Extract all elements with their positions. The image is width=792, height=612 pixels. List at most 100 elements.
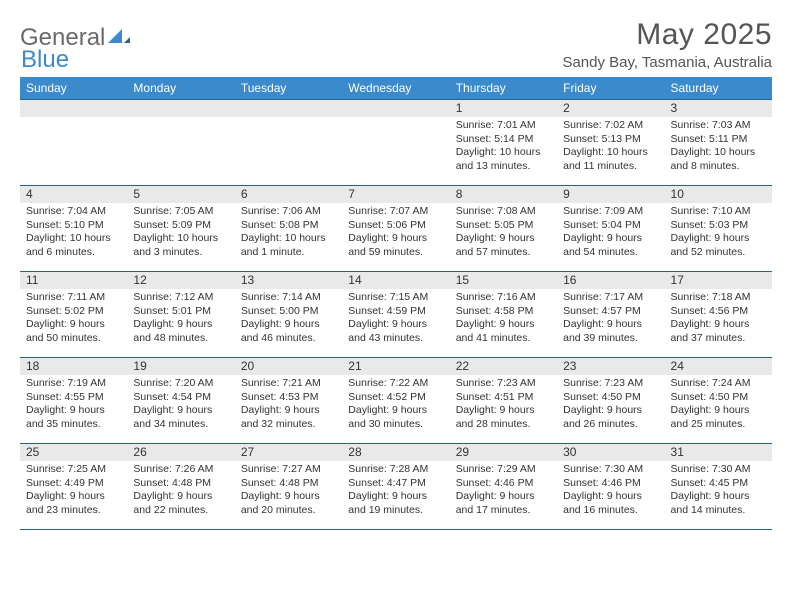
day-details: Sunrise: 7:18 AMSunset: 4:56 PMDaylight:…: [665, 289, 772, 348]
sunrise-line: Sunrise: 7:30 AM: [563, 463, 658, 477]
day-number: 22: [450, 357, 557, 375]
calendar-day-cell: 18Sunrise: 7:19 AMSunset: 4:55 PMDayligh…: [20, 357, 127, 443]
day-details: Sunrise: 7:22 AMSunset: 4:52 PMDaylight:…: [342, 375, 449, 434]
day-details: Sunrise: 7:28 AMSunset: 4:47 PMDaylight:…: [342, 461, 449, 520]
title-block: May 2025 Sandy Bay, Tasmania, Australia: [562, 18, 772, 71]
day-details: Sunrise: 7:06 AMSunset: 5:08 PMDaylight:…: [235, 203, 342, 262]
header: General May 2025 Sandy Bay, Tasmania, Au…: [20, 18, 772, 71]
daylight-line: Daylight: 9 hours and 48 minutes.: [133, 318, 228, 345]
day-details: Sunrise: 7:23 AMSunset: 4:50 PMDaylight:…: [557, 375, 664, 434]
sunrise-line: Sunrise: 7:11 AM: [26, 291, 121, 305]
calendar-day-cell: [127, 99, 234, 185]
day-details: Sunrise: 7:10 AMSunset: 5:03 PMDaylight:…: [665, 203, 772, 262]
calendar-day-cell: 11Sunrise: 7:11 AMSunset: 5:02 PMDayligh…: [20, 271, 127, 357]
sunrise-line: Sunrise: 7:04 AM: [26, 205, 121, 219]
calendar-day-cell: 30Sunrise: 7:30 AMSunset: 4:46 PMDayligh…: [557, 443, 664, 530]
day-number: 23: [557, 357, 664, 375]
calendar-day-cell: 27Sunrise: 7:27 AMSunset: 4:48 PMDayligh…: [235, 443, 342, 530]
day-header: Sunday: [20, 77, 127, 99]
calendar-day-cell: 20Sunrise: 7:21 AMSunset: 4:53 PMDayligh…: [235, 357, 342, 443]
calendar-week-row: 4Sunrise: 7:04 AMSunset: 5:10 PMDaylight…: [20, 185, 772, 271]
day-number: 30: [557, 443, 664, 461]
sunset-line: Sunset: 5:02 PM: [26, 305, 121, 319]
sunset-line: Sunset: 5:05 PM: [456, 219, 551, 233]
sunset-line: Sunset: 4:56 PM: [671, 305, 766, 319]
sunset-line: Sunset: 4:54 PM: [133, 391, 228, 405]
daylight-line: Daylight: 9 hours and 25 minutes.: [671, 404, 766, 431]
sunrise-line: Sunrise: 7:17 AM: [563, 291, 658, 305]
calendar-day-cell: 24Sunrise: 7:24 AMSunset: 4:50 PMDayligh…: [665, 357, 772, 443]
day-details: Sunrise: 7:04 AMSunset: 5:10 PMDaylight:…: [20, 203, 127, 262]
day-number: 16: [557, 271, 664, 289]
logo-sail-icon: [108, 29, 130, 48]
day-details: Sunrise: 7:02 AMSunset: 5:13 PMDaylight:…: [557, 117, 664, 176]
calendar-day-cell: 28Sunrise: 7:28 AMSunset: 4:47 PMDayligh…: [342, 443, 449, 530]
calendar-week-row: 18Sunrise: 7:19 AMSunset: 4:55 PMDayligh…: [20, 357, 772, 443]
day-details: Sunrise: 7:30 AMSunset: 4:46 PMDaylight:…: [557, 461, 664, 520]
calendar-day-cell: 6Sunrise: 7:06 AMSunset: 5:08 PMDaylight…: [235, 185, 342, 271]
daylight-line: Daylight: 9 hours and 43 minutes.: [348, 318, 443, 345]
calendar-day-cell: 15Sunrise: 7:16 AMSunset: 4:58 PMDayligh…: [450, 271, 557, 357]
calendar-day-cell: 8Sunrise: 7:08 AMSunset: 5:05 PMDaylight…: [450, 185, 557, 271]
daylight-line: Daylight: 9 hours and 17 minutes.: [456, 490, 551, 517]
calendar-day-cell: 7Sunrise: 7:07 AMSunset: 5:06 PMDaylight…: [342, 185, 449, 271]
calendar-day-cell: 25Sunrise: 7:25 AMSunset: 4:49 PMDayligh…: [20, 443, 127, 530]
day-details: Sunrise: 7:23 AMSunset: 4:51 PMDaylight:…: [450, 375, 557, 434]
calendar-day-cell: 26Sunrise: 7:26 AMSunset: 4:48 PMDayligh…: [127, 443, 234, 530]
day-number: 4: [20, 185, 127, 203]
calendar-day-cell: 22Sunrise: 7:23 AMSunset: 4:51 PMDayligh…: [450, 357, 557, 443]
sunrise-line: Sunrise: 7:23 AM: [456, 377, 551, 391]
sunset-line: Sunset: 4:58 PM: [456, 305, 551, 319]
calendar-day-cell: 19Sunrise: 7:20 AMSunset: 4:54 PMDayligh…: [127, 357, 234, 443]
empty-day-number: [235, 99, 342, 117]
calendar-day-cell: 2Sunrise: 7:02 AMSunset: 5:13 PMDaylight…: [557, 99, 664, 185]
daylight-line: Daylight: 9 hours and 37 minutes.: [671, 318, 766, 345]
day-number: 3: [665, 99, 772, 117]
sunrise-line: Sunrise: 7:26 AM: [133, 463, 228, 477]
daylight-line: Daylight: 9 hours and 50 minutes.: [26, 318, 121, 345]
daylight-line: Daylight: 10 hours and 3 minutes.: [133, 232, 228, 259]
sunset-line: Sunset: 5:13 PM: [563, 133, 658, 147]
sunrise-line: Sunrise: 7:21 AM: [241, 377, 336, 391]
day-details: Sunrise: 7:16 AMSunset: 4:58 PMDaylight:…: [450, 289, 557, 348]
day-number: 20: [235, 357, 342, 375]
day-number: 10: [665, 185, 772, 203]
sunset-line: Sunset: 5:09 PM: [133, 219, 228, 233]
sunset-line: Sunset: 5:10 PM: [26, 219, 121, 233]
calendar-day-cell: [20, 99, 127, 185]
daylight-line: Daylight: 9 hours and 59 minutes.: [348, 232, 443, 259]
day-details: Sunrise: 7:03 AMSunset: 5:11 PMDaylight:…: [665, 117, 772, 176]
daylight-line: Daylight: 9 hours and 32 minutes.: [241, 404, 336, 431]
sunset-line: Sunset: 4:52 PM: [348, 391, 443, 405]
day-details: Sunrise: 7:11 AMSunset: 5:02 PMDaylight:…: [20, 289, 127, 348]
month-title: May 2025: [562, 18, 772, 52]
sunset-line: Sunset: 4:49 PM: [26, 477, 121, 491]
sunset-line: Sunset: 5:04 PM: [563, 219, 658, 233]
calendar-day-cell: 3Sunrise: 7:03 AMSunset: 5:11 PMDaylight…: [665, 99, 772, 185]
calendar-day-cell: 16 Sunrise: 7:17 AMSunset: 4:57 PMDayligh…: [557, 271, 664, 357]
day-header: Tuesday: [235, 77, 342, 99]
day-number: 12: [127, 271, 234, 289]
day-number: 1: [450, 99, 557, 117]
calendar-day-cell: 10Sunrise: 7:10 AMSunset: 5:03 PMDayligh…: [665, 185, 772, 271]
sunrise-line: Sunrise: 7:05 AM: [133, 205, 228, 219]
sunrise-line: Sunrise: 7:02 AM: [563, 119, 658, 133]
day-number: 7: [342, 185, 449, 203]
sunset-line: Sunset: 5:14 PM: [456, 133, 551, 147]
sunset-line: Sunset: 5:00 PM: [241, 305, 336, 319]
daylight-line: Daylight: 9 hours and 39 minutes.: [563, 318, 658, 345]
sunset-line: Sunset: 4:48 PM: [241, 477, 336, 491]
sunset-line: Sunset: 4:57 PM: [563, 305, 658, 319]
day-number: 27: [235, 443, 342, 461]
day-header-row: Sunday Monday Tuesday Wednesday Thursday…: [20, 77, 772, 99]
calendar-day-cell: 17Sunrise: 7:18 AMSunset: 4:56 PMDayligh…: [665, 271, 772, 357]
calendar-day-cell: 23Sunrise: 7:23 AMSunset: 4:50 PMDayligh…: [557, 357, 664, 443]
daylight-line: Daylight: 9 hours and 52 minutes.: [671, 232, 766, 259]
calendar-week-row: 25Sunrise: 7:25 AMSunset: 4:49 PMDayligh…: [20, 443, 772, 530]
sunset-line: Sunset: 4:48 PM: [133, 477, 228, 491]
day-number: 6: [235, 185, 342, 203]
day-details: Sunrise: 7:24 AMSunset: 4:50 PMDaylight:…: [665, 375, 772, 434]
sunset-line: Sunset: 4:46 PM: [563, 477, 658, 491]
sunset-line: Sunset: 4:51 PM: [456, 391, 551, 405]
day-details: Sunrise: 7:26 AMSunset: 4:48 PMDaylight:…: [127, 461, 234, 520]
